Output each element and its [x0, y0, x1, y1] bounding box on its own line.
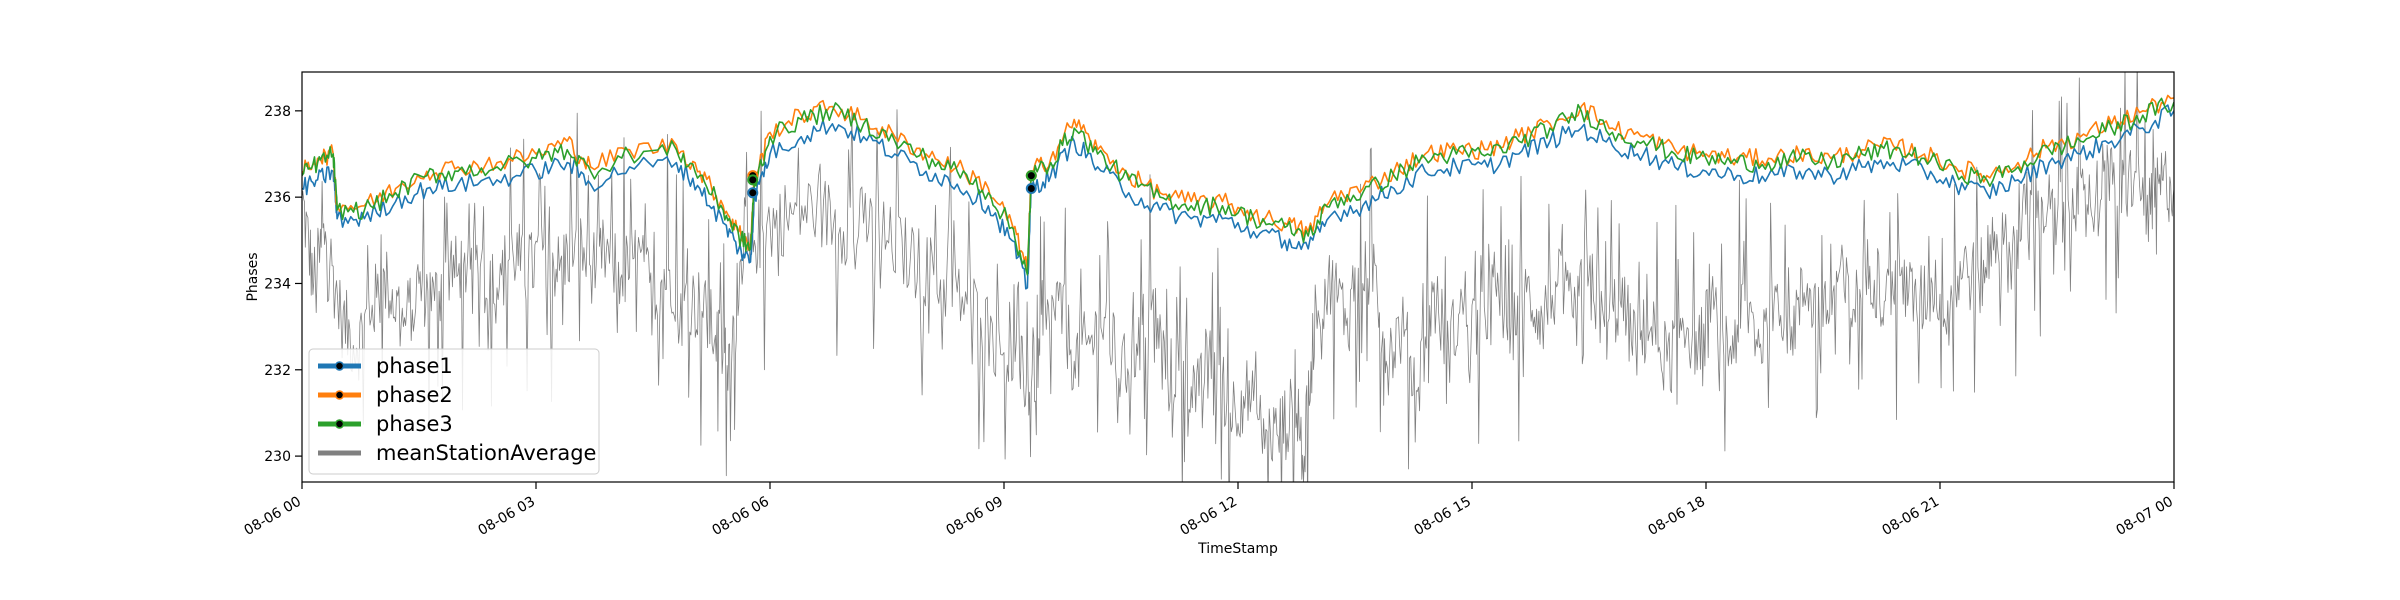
legend-label-phase1: phase1 [376, 354, 453, 378]
legend-label-phase3: phase3 [376, 412, 453, 436]
legend-label-meanStationAverage: meanStationAverage [376, 441, 596, 465]
series-line-phase3 [302, 97, 2174, 276]
marker-layer [747, 170, 1037, 199]
plot-area [302, 72, 2174, 482]
y-tick-label-1: 232 [264, 363, 291, 379]
series-layer [302, 72, 2174, 482]
marker-phase3-0 [747, 174, 759, 186]
legend-label-phase2: phase2 [376, 383, 453, 407]
y-tick-label-3: 236 [264, 190, 291, 206]
legend-frame [308, 348, 600, 475]
series-line-phase1 [302, 104, 2174, 290]
y-tick-label-0: 230 [264, 449, 291, 465]
marker-phase1-1 [1025, 183, 1037, 194]
legend-marker-phase3 [334, 419, 345, 429]
y-tick-label-4: 238 [264, 104, 291, 120]
y-tick-label-2: 234 [264, 276, 291, 292]
legend-marker-phase2 [334, 390, 345, 400]
legend-marker-phase1 [334, 361, 345, 371]
legend: phase1 phase2 phase3 meanStationAverage [308, 348, 600, 475]
series-line-meanStationAverage [302, 72, 2174, 482]
marker-phase1-0 [747, 187, 759, 199]
y-axis: 230 232 234 236 238 [264, 104, 302, 465]
y-axis-title: Phases [245, 252, 261, 301]
marker-phase3-1 [1025, 170, 1037, 182]
x-axis-title: TimeStamp [1197, 541, 1278, 557]
